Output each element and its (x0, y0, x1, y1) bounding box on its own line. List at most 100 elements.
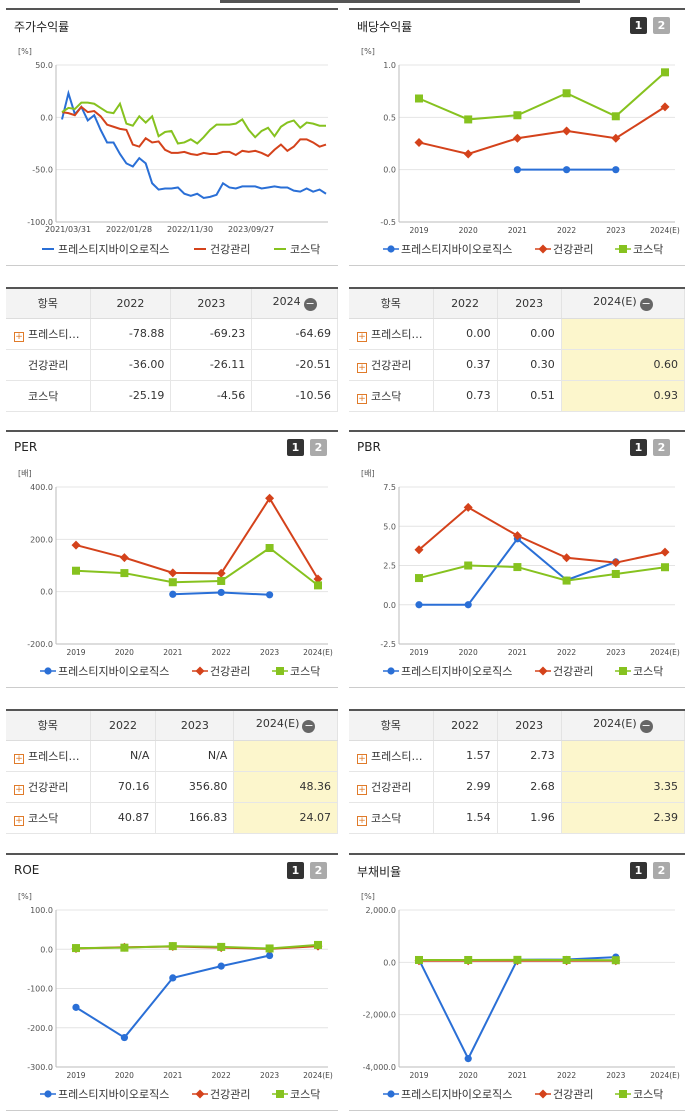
y-tick-label: -2,000.0 (363, 1011, 396, 1020)
table-cell: 0.60 (561, 349, 686, 381)
legend-label: 건강관리 (210, 243, 250, 256)
data-point (313, 574, 323, 584)
page-2-button[interactable]: 2 (653, 17, 670, 34)
expand-icon[interactable]: + (357, 784, 367, 795)
y-tick-label: -200.0 (27, 640, 53, 649)
column-header-label: 2022 (116, 296, 145, 310)
expand-icon[interactable]: + (14, 753, 24, 764)
column-header: 2023 (170, 288, 253, 319)
legend-marker (44, 1090, 52, 1098)
page-1-button[interactable]: 1 (630, 17, 647, 34)
table-row: + 프레스티… N/A N/A (6, 740, 338, 772)
data-point (314, 940, 322, 949)
page-2-button[interactable]: 2 (310, 862, 327, 879)
collapse-icon[interactable]: − (639, 297, 653, 312)
row-label-text: 건강관리 (371, 780, 412, 794)
data-point (217, 588, 225, 597)
collapse-icon[interactable]: − (302, 719, 316, 734)
legend-marker (44, 667, 52, 675)
data-point (562, 955, 571, 964)
row-label-text: 코스닥 (371, 389, 402, 403)
column-header-label: 항목 (380, 719, 401, 733)
series-line-1 (75, 954, 270, 1039)
data-point (120, 1033, 128, 1042)
panel-title: PER (14, 440, 38, 454)
page-1-button[interactable]: 1 (630, 862, 647, 879)
y-unit-label: [%] (361, 892, 375, 901)
y-tick-label: 0.5 (383, 113, 396, 122)
y-tick-label: 2.5 (383, 562, 396, 571)
row-label: + 프레스티… (6, 740, 91, 772)
data-point (562, 126, 572, 136)
data-point (464, 955, 473, 964)
table-row: + 코스닥 0.73 0.51 0.93 (349, 380, 686, 412)
data-point (612, 166, 620, 174)
expand-icon[interactable]: + (357, 393, 367, 404)
pager: 1 2 (287, 862, 327, 879)
row-label-text: 코스닥 (371, 811, 402, 825)
expand-icon[interactable]: + (357, 362, 367, 373)
row-label-text: 코스닥 (28, 811, 59, 825)
row-label-text: 프레스티… (28, 749, 80, 763)
legend-label: 코스닥 (633, 243, 663, 256)
chart-svg: [%] 1.0 0.5 0.0 -0.5 2019 2020 2021 2022 2023 2024… (361, 47, 680, 256)
table-header-row: 항목 2022 2023 2024(E) − (349, 710, 686, 741)
data-point (661, 68, 669, 77)
data-point (71, 540, 81, 550)
table-cell: 0.00 (433, 318, 498, 350)
column-header: 2024(E) − (561, 288, 686, 319)
data-point (464, 561, 473, 570)
y-tick-label: 0.0 (40, 113, 53, 122)
data-point (265, 944, 274, 953)
table-cell (233, 740, 338, 772)
collapse-icon[interactable]: − (639, 719, 653, 734)
panel-title: PBR (357, 440, 381, 454)
table-cell: -4.56 (170, 380, 253, 412)
expand-icon[interactable]: + (14, 784, 24, 795)
dividend-yield-table: 항목 2022 2023 2024(E) − + 프레스티… 0.00 0.00 + 건강관리 0.3… (349, 287, 686, 412)
expand-icon[interactable]: + (14, 331, 24, 342)
data-point (217, 942, 226, 951)
pager: 1 2 (630, 17, 670, 34)
column-header: 항목 (6, 710, 91, 741)
column-header: 2022 (90, 710, 157, 741)
table-cell: 2.39 (561, 802, 686, 834)
data-point (563, 166, 571, 174)
legend-label: 프레스티지바이오로직스 (58, 1088, 169, 1101)
table-cell: 0.00 (497, 318, 562, 350)
x-tick-label: 2024(E) (650, 648, 680, 657)
legend-label: 코스닥 (290, 1088, 320, 1101)
expand-icon[interactable]: + (357, 753, 367, 764)
column-header: 2024− (251, 288, 338, 319)
expand-icon[interactable]: + (357, 815, 367, 826)
table-cell: 24.07 (233, 802, 338, 834)
page-2-button[interactable]: 2 (653, 439, 670, 456)
table-cell: -25.19 (90, 380, 172, 412)
expand-icon[interactable]: + (14, 815, 24, 826)
collapse-icon[interactable]: − (303, 297, 317, 312)
data-point (314, 581, 322, 590)
page-2-button[interactable]: 2 (310, 439, 327, 456)
table-header-row: 항목 2022 2023 2024(E) − (349, 288, 686, 319)
page-1-button[interactable]: 1 (287, 439, 304, 456)
expand-icon[interactable]: + (357, 331, 367, 342)
legend-marker (619, 667, 627, 675)
series-line-1 (418, 956, 616, 1061)
row-label: + 건강관리 (349, 771, 434, 803)
page-1-button[interactable]: 1 (630, 439, 647, 456)
dividend-yield-panel: 배당수익률 1 2 [%] 1.0 0.5 0.0 -0.5 2019 2020 2021 20… (349, 8, 685, 266)
table-cell: -69.23 (170, 318, 253, 350)
table-cell: 0.51 (497, 380, 562, 412)
data-point (168, 578, 177, 587)
table-cell: 2.99 (433, 771, 498, 803)
column-header-label: 2024(E) (593, 717, 637, 731)
column-header-label: 2023 (197, 296, 226, 310)
y-tick-label: 0.0 (40, 945, 53, 954)
data-point (660, 547, 670, 557)
column-header: 2024(E) − (561, 710, 686, 741)
column-header-label: 항목 (380, 297, 401, 311)
page-1-button[interactable]: 1 (287, 862, 304, 879)
page-2-button[interactable]: 2 (653, 862, 670, 879)
x-tick-label: 2023 (606, 648, 625, 657)
data-point (513, 955, 522, 964)
